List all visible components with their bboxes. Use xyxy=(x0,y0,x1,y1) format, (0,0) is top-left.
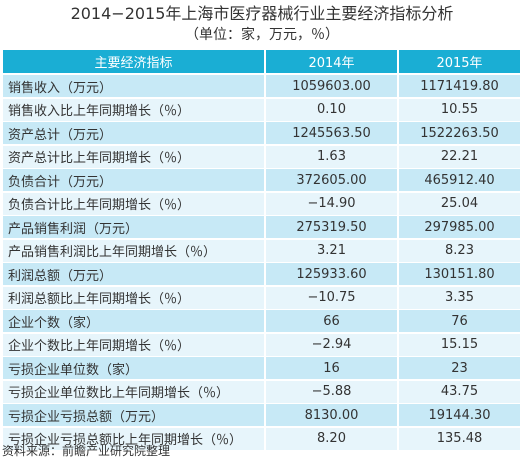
cell-2015: 465912.40 xyxy=(399,169,520,191)
cell-2014: 1245563.50 xyxy=(266,122,397,144)
cell-2014: −2.94 xyxy=(266,333,397,356)
cell-indicator: 负债合计（万元） xyxy=(3,169,264,191)
cell-2015: 76 xyxy=(399,310,520,332)
cell-2014: 8130.00 xyxy=(266,404,397,426)
cell-2015: 3.35 xyxy=(399,286,520,309)
table-row: 销售收入比上年同期增长（％） 0.10 10.55 xyxy=(3,98,520,121)
cell-indicator: 销售收入比上年同期增长（％） xyxy=(3,98,264,121)
cell-2015: 135.48 xyxy=(399,427,520,450)
cell-2014: −5.88 xyxy=(266,380,397,403)
table-row: 负债合计比上年同期增长（％） −14.90 25.04 xyxy=(3,192,520,215)
table-row: 亏损企业单位数比上年同期增长（％） −5.88 43.75 xyxy=(3,380,520,403)
cell-2015: 130151.80 xyxy=(399,263,520,285)
table-row: 产品销售利润比上年同期增长（％） 3.21 8.23 xyxy=(3,239,520,262)
table-row: 资产总计比上年同期增长（％） 1.63 22.21 xyxy=(3,145,520,168)
cell-2015: 43.75 xyxy=(399,380,520,403)
table-row: 亏损企业亏损总额（万元） 8130.00 19144.30 xyxy=(3,404,520,426)
table-row: 利润总额（万元） 125933.60 130151.80 xyxy=(3,263,520,285)
cell-2014: 66 xyxy=(266,310,397,332)
cell-2015: 1171419.80 xyxy=(399,75,520,97)
cell-indicator: 产品销售利润（万元） xyxy=(3,216,264,238)
header-2014: 2014年 xyxy=(266,50,397,73)
table-row: 负债合计（万元） 372605.00 465912.40 xyxy=(3,169,520,191)
cell-indicator: 利润总额（万元） xyxy=(3,263,264,285)
cell-indicator: 亏损企业亏损总额（万元） xyxy=(3,404,264,426)
cell-2014: −10.75 xyxy=(266,286,397,309)
cell-2014: 3.21 xyxy=(266,239,397,262)
table-body: 销售收入（万元） 1059603.00 1171419.80 销售收入比上年同期增长（… xyxy=(3,75,520,450)
cell-2015: 25.04 xyxy=(399,192,520,215)
cell-2015: 10.55 xyxy=(399,98,520,121)
source-note: 资料来源：前瞻产业研究院整理 xyxy=(2,444,171,458)
cell-2015: 22.21 xyxy=(399,145,520,168)
table-row: 产品销售利润（万元） 275319.50 297985.00 xyxy=(3,216,520,238)
indicator-table: 主要经济指标 2014年 2015年 销售收入（万元） 1059603.00 117… xyxy=(3,50,520,451)
table-row: 亏损企业单位数（家） 16 23 xyxy=(3,357,520,379)
cell-2014: 0.10 xyxy=(266,98,397,121)
cell-2015: 297985.00 xyxy=(399,216,520,238)
cell-indicator: 资产总计比上年同期增长（％） xyxy=(3,145,264,168)
cell-2015: 8.23 xyxy=(399,239,520,262)
table-row: 销售收入（万元） 1059603.00 1171419.80 xyxy=(3,75,520,97)
cell-2014: 8.20 xyxy=(266,427,397,450)
cell-2015: 1522263.50 xyxy=(399,122,520,144)
cell-2015: 15.15 xyxy=(399,333,520,356)
cell-indicator: 利润总额比上年同期增长（％） xyxy=(3,286,264,309)
cell-indicator: 负债合计比上年同期增长（％） xyxy=(3,192,264,215)
table-row: 企业个数比上年同期增长（％） −2.94 15.15 xyxy=(3,333,520,356)
table-row: 企业个数（家） 66 76 xyxy=(3,310,520,332)
header-indicator: 主要经济指标 xyxy=(3,50,264,73)
cell-2014: 1059603.00 xyxy=(266,75,397,97)
table-title: 2014−2015年上海市医疗器械行业主要经济指标分析 xyxy=(70,4,454,23)
cell-indicator: 资产总计（万元） xyxy=(3,122,264,144)
table-row: 资产总计（万元） 1245563.50 1522263.50 xyxy=(3,122,520,144)
table-subtitle: （单位：家，万元，％） xyxy=(185,27,339,43)
cell-2015: 23 xyxy=(399,357,520,379)
cell-indicator: 产品销售利润比上年同期增长（％） xyxy=(3,239,264,262)
cell-2014: 16 xyxy=(266,357,397,379)
cell-2014: 1.63 xyxy=(266,145,397,168)
table-header-row: 主要经济指标 2014年 2015年 xyxy=(3,50,520,73)
cell-2014: 125933.60 xyxy=(266,263,397,285)
cell-2014: 275319.50 xyxy=(266,216,397,238)
table-row: 亏损企业亏损总额比上年同期增长（％） 8.20 135.48 xyxy=(3,427,520,450)
cell-2015: 19144.30 xyxy=(399,404,520,426)
cell-2014: 372605.00 xyxy=(266,169,397,191)
header-2015: 2015年 xyxy=(399,50,520,73)
table-row: 利润总额比上年同期增长（％） −10.75 3.35 xyxy=(3,286,520,309)
cell-2014: −14.90 xyxy=(266,192,397,215)
cell-indicator: 亏损企业单位数（家） xyxy=(3,357,264,379)
cell-indicator: 亏损企业亏损总额比上年同期增长（％） xyxy=(3,427,264,450)
cell-indicator: 销售收入（万元） xyxy=(3,75,264,97)
cell-indicator: 亏损企业单位数比上年同期增长（％） xyxy=(3,380,264,403)
cell-indicator: 企业个数比上年同期增长（％） xyxy=(3,333,264,356)
cell-indicator: 企业个数（家） xyxy=(3,310,264,332)
